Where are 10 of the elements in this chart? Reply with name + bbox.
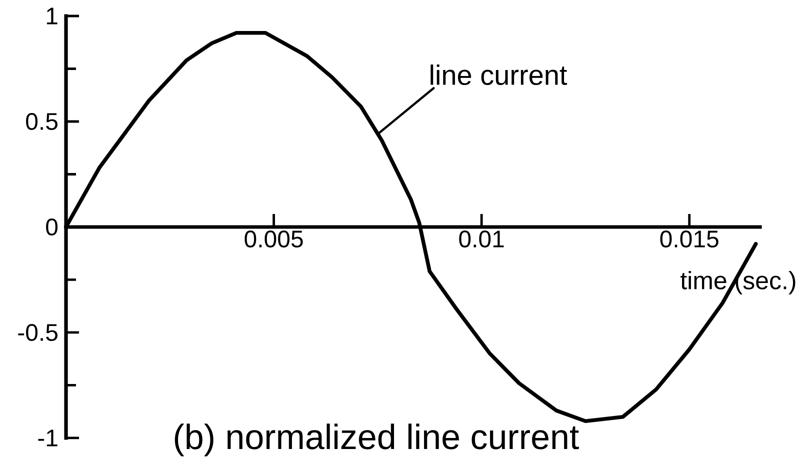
y-tick-label: 0 [46, 218, 58, 236]
x-tick-label: 0.015 [660, 230, 718, 248]
x-tick-label: 0.005 [244, 230, 303, 248]
annotation: line current [430, 64, 568, 86]
y-tick-label: -0.5 [18, 324, 58, 341]
y-tick-label: 1 [46, 8, 58, 24]
y-tick-label: -1 [38, 430, 58, 446]
x-tick-label: 0.01 [459, 230, 504, 248]
text: (b) normalized line current [174, 424, 579, 456]
y-tick-label: 0.5 [26, 113, 58, 130]
